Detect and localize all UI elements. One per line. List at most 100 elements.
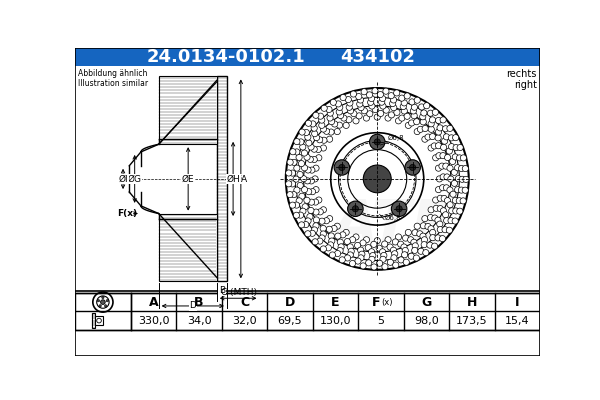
Circle shape <box>296 154 302 160</box>
Circle shape <box>320 231 326 237</box>
Circle shape <box>364 237 370 243</box>
Circle shape <box>313 186 319 193</box>
Circle shape <box>398 257 404 263</box>
Circle shape <box>404 93 410 99</box>
Circle shape <box>299 193 305 199</box>
Circle shape <box>458 187 464 193</box>
Circle shape <box>297 171 303 178</box>
Circle shape <box>97 318 101 323</box>
Circle shape <box>347 201 363 216</box>
Circle shape <box>326 106 332 112</box>
Circle shape <box>334 128 340 135</box>
Circle shape <box>436 153 442 159</box>
Circle shape <box>308 199 314 205</box>
Circle shape <box>411 113 417 119</box>
Circle shape <box>355 258 361 264</box>
Circle shape <box>448 144 455 150</box>
Circle shape <box>447 125 453 132</box>
Circle shape <box>287 192 293 198</box>
Circle shape <box>351 110 357 117</box>
Circle shape <box>439 163 445 169</box>
Circle shape <box>405 229 412 236</box>
Circle shape <box>303 222 309 228</box>
Text: 98,0: 98,0 <box>414 316 439 326</box>
Circle shape <box>287 159 293 165</box>
Circle shape <box>361 89 367 95</box>
Circle shape <box>379 99 385 105</box>
Circle shape <box>365 260 372 266</box>
Circle shape <box>448 176 454 182</box>
Circle shape <box>338 244 344 250</box>
Circle shape <box>460 155 466 161</box>
Circle shape <box>382 241 388 247</box>
Circle shape <box>417 231 423 237</box>
Circle shape <box>437 221 443 227</box>
Circle shape <box>421 242 427 248</box>
Text: ØA: ØA <box>234 174 247 183</box>
Circle shape <box>305 231 311 237</box>
Circle shape <box>311 131 318 137</box>
Circle shape <box>463 176 469 182</box>
Circle shape <box>371 264 377 270</box>
Circle shape <box>294 138 300 145</box>
Circle shape <box>290 149 296 155</box>
Circle shape <box>388 92 394 99</box>
Circle shape <box>372 88 378 94</box>
Circle shape <box>405 122 412 128</box>
Circle shape <box>293 149 300 155</box>
Text: 15,4: 15,4 <box>505 316 530 326</box>
Circle shape <box>409 120 415 126</box>
Circle shape <box>411 104 418 110</box>
Circle shape <box>440 174 446 180</box>
Circle shape <box>401 244 407 250</box>
Circle shape <box>460 198 466 204</box>
Circle shape <box>99 305 101 307</box>
Circle shape <box>328 129 334 135</box>
Circle shape <box>368 249 374 255</box>
Circle shape <box>459 176 465 182</box>
Circle shape <box>442 227 448 233</box>
Circle shape <box>329 252 335 258</box>
Circle shape <box>307 214 313 220</box>
Circle shape <box>440 208 446 214</box>
Circle shape <box>336 109 343 115</box>
Circle shape <box>441 195 447 202</box>
Circle shape <box>379 95 386 102</box>
Circle shape <box>358 247 364 253</box>
Circle shape <box>301 186 308 193</box>
Circle shape <box>457 144 463 151</box>
Circle shape <box>427 110 434 116</box>
Circle shape <box>313 199 319 205</box>
Circle shape <box>308 144 314 150</box>
Circle shape <box>307 156 313 162</box>
Circle shape <box>419 114 426 120</box>
Circle shape <box>374 139 380 145</box>
Circle shape <box>402 248 409 254</box>
Circle shape <box>382 264 388 270</box>
Circle shape <box>359 251 365 257</box>
Circle shape <box>440 152 446 159</box>
Circle shape <box>395 234 401 240</box>
Circle shape <box>392 262 399 268</box>
Circle shape <box>302 204 308 210</box>
Circle shape <box>374 238 380 244</box>
Circle shape <box>298 160 305 167</box>
Circle shape <box>313 223 319 229</box>
Circle shape <box>453 144 459 151</box>
Circle shape <box>435 217 441 223</box>
Circle shape <box>430 234 436 241</box>
Circle shape <box>353 118 359 124</box>
Circle shape <box>458 166 464 172</box>
Circle shape <box>326 226 332 232</box>
Circle shape <box>412 247 418 254</box>
Circle shape <box>339 257 346 263</box>
Circle shape <box>443 163 449 169</box>
Circle shape <box>405 160 421 175</box>
Text: ATE: ATE <box>333 196 452 254</box>
Circle shape <box>435 235 441 241</box>
Circle shape <box>414 97 421 103</box>
Circle shape <box>289 170 296 176</box>
Text: I: I <box>515 296 520 309</box>
Circle shape <box>398 241 404 247</box>
Circle shape <box>311 156 317 163</box>
